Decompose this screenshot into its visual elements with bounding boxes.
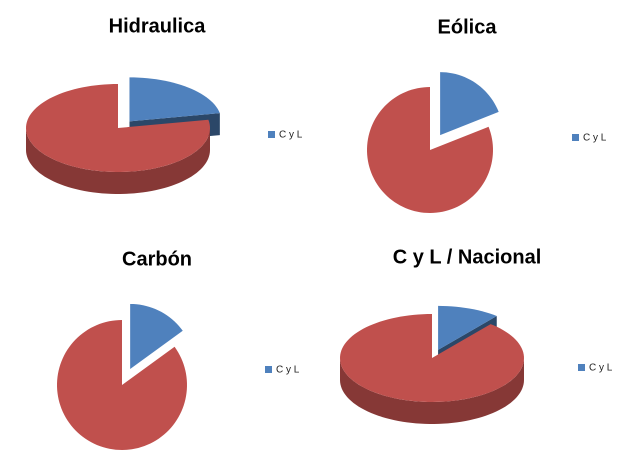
pie-slice [130,303,183,369]
chart-title: Eólica [438,16,498,38]
pie-slice [438,305,497,350]
pie-slice [440,72,499,136]
pie-slice [129,77,220,122]
chart-title: C y L / Nacional [393,246,542,268]
legend-label: C y L [589,363,613,374]
pie-slice [367,87,493,213]
legend-swatch [578,364,585,371]
chart-title: Carbón [122,248,192,270]
legend-swatch [265,366,272,373]
pie-slice-side [340,358,524,424]
legend-label: C y L [279,130,303,141]
pie-slice [57,320,187,450]
pie-slice [340,314,524,402]
pie-slice-side [26,128,210,194]
legend-swatch [268,131,275,138]
pie-slice [26,84,210,172]
legend-label: C y L [583,133,607,144]
legend-swatch [572,134,579,141]
legend-label: C y L [276,365,300,376]
chart-title: Hidraulica [109,15,207,37]
